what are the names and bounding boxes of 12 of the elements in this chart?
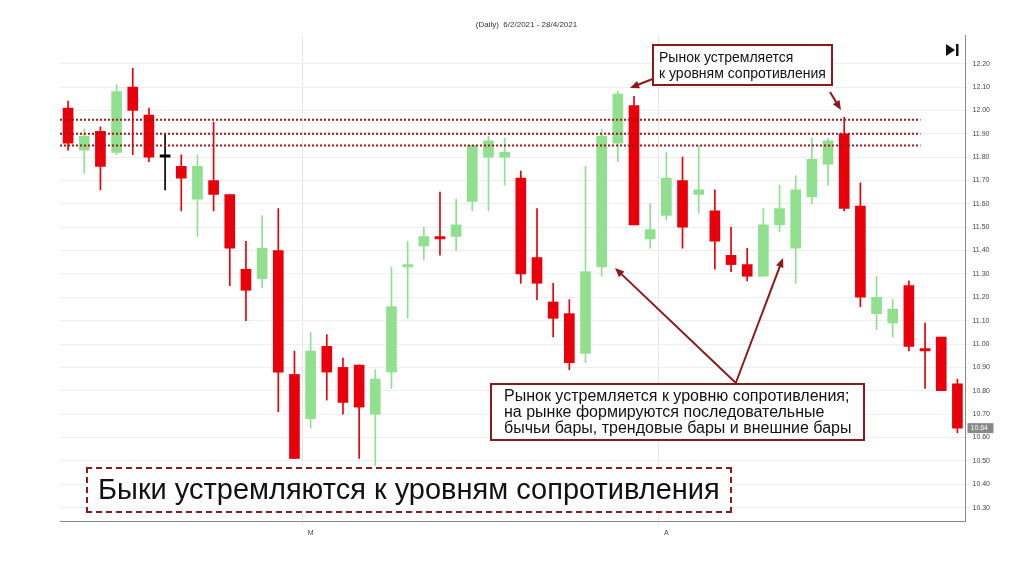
annotation: Рынок устремляется к уровням сопротивления [652, 44, 833, 87]
candlestick [693, 145, 705, 214]
annotation: Рынок устремляется к уровню сопротивления; на рынке формируются последовательные бычьи бары, трендовые бары и внешние бары [490, 383, 866, 441]
candlestick [434, 191, 446, 256]
candlestick [644, 203, 656, 249]
candlestick [725, 226, 737, 272]
annotation: Быки устремляются к уровням сопротивления [86, 467, 732, 513]
candlestick [919, 322, 931, 389]
candlestick [175, 154, 187, 212]
candlestick [159, 133, 171, 191]
chart-title: (Daily) 6/2/2021 - 28/4/2021 [475, 20, 578, 29]
candlestick [450, 198, 462, 251]
